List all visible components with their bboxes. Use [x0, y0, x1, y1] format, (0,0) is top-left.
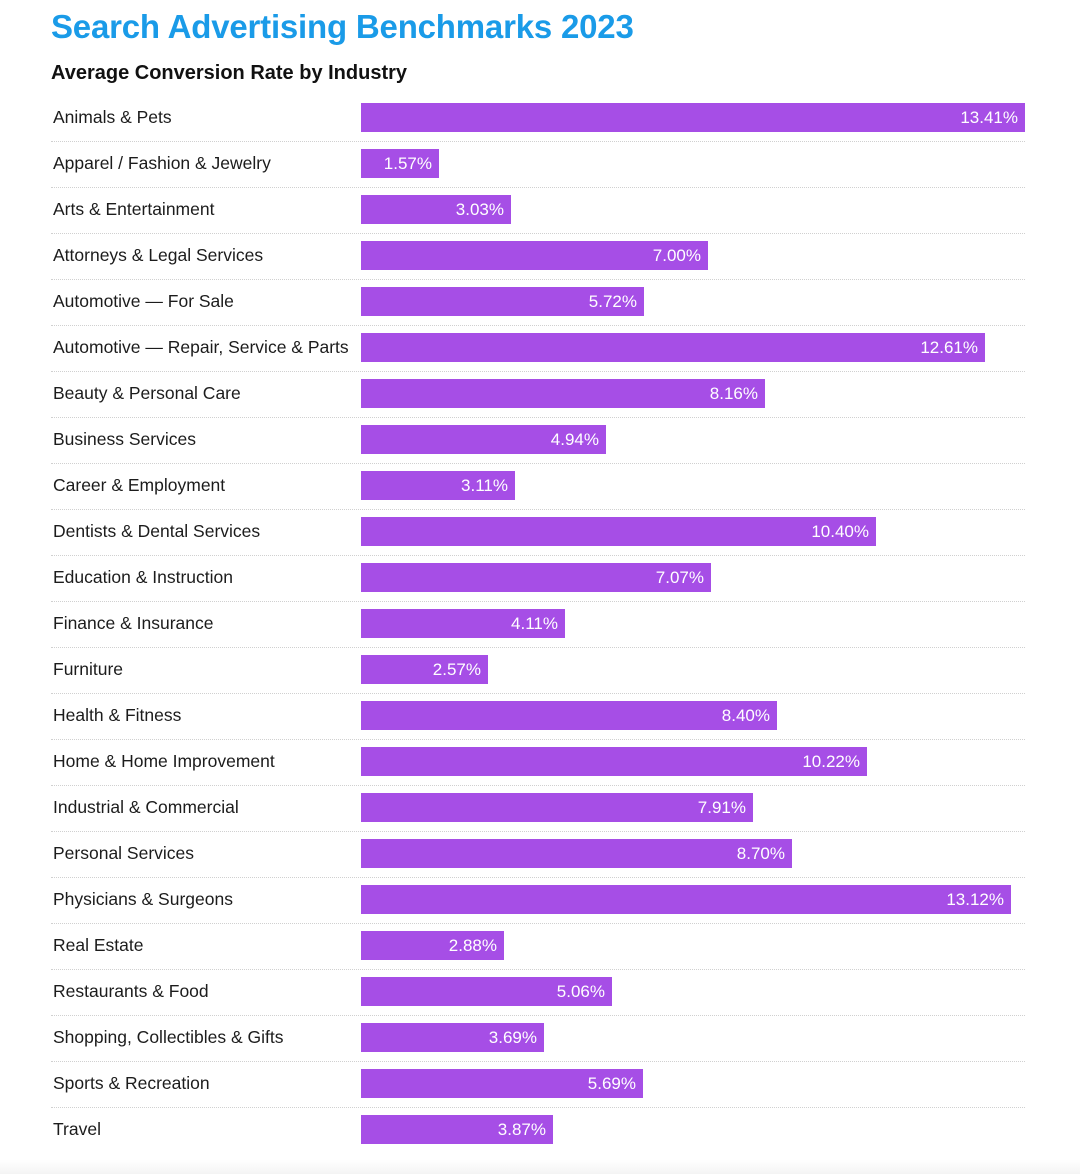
- chart-row: Travel 3.87%: [51, 1108, 1025, 1154]
- bar: 13.41%: [361, 103, 1025, 132]
- chart-row: Home & Home Improvement 10.22%: [51, 740, 1025, 786]
- chart-row: Education & Instruction 7.07%: [51, 556, 1025, 602]
- chart-row: Arts & Entertainment 3.03%: [51, 188, 1025, 234]
- bar-value-label: 8.16%: [709, 384, 758, 403]
- chart-row: Furniture 2.57%: [51, 648, 1025, 694]
- category-label: Personal Services: [53, 843, 195, 863]
- bar: 3.69%: [361, 1023, 544, 1052]
- chart-row: Dentists & Dental Services 10.40%: [51, 510, 1025, 556]
- bar: 13.12%: [361, 885, 1011, 914]
- chart-row: Business Services 4.94%: [51, 418, 1025, 464]
- bar-chart: Animals & Pets 13.41% Apparel / Fashion & …: [51, 96, 1025, 1154]
- bar-value-label: 4.94%: [550, 430, 599, 449]
- bar: 7.91%: [361, 793, 753, 822]
- bar-value-label: 2.57%: [432, 660, 481, 679]
- bar-value-label: 5.69%: [587, 1074, 636, 1093]
- bar: 3.87%: [361, 1115, 553, 1144]
- bar: 12.61%: [361, 333, 985, 362]
- category-label: Real Estate: [53, 935, 144, 955]
- category-label: Health & Fitness: [53, 705, 182, 725]
- category-label: Automotive — Repair, Service & Parts: [53, 337, 349, 357]
- bar-value-label: 4.11%: [511, 614, 558, 633]
- bar: 7.07%: [361, 563, 711, 592]
- bar: 5.69%: [361, 1069, 643, 1098]
- bottom-edge-shadow: [0, 1160, 1080, 1174]
- chart-row: Beauty & Personal Care 8.16%: [51, 372, 1025, 418]
- category-label: Furniture: [53, 659, 124, 679]
- category-label: Industrial & Commercial: [53, 797, 239, 817]
- bar-value-label: 1.57%: [383, 154, 432, 173]
- category-label: Career & Employment: [53, 475, 226, 495]
- bar: 5.72%: [361, 287, 644, 316]
- bar-value-label: 13.41%: [960, 108, 1018, 127]
- category-label: Animals & Pets: [53, 107, 172, 127]
- bar-value-label: 8.70%: [736, 844, 785, 863]
- bar: 10.40%: [361, 517, 876, 546]
- bar-value-label: 3.87%: [497, 1120, 546, 1139]
- bar-value-label: 2.88%: [448, 936, 497, 955]
- chart-row: Industrial & Commercial 7.91%: [51, 786, 1025, 832]
- bar-value-label: 10.40%: [811, 522, 869, 541]
- chart-subtitle: Average Conversion Rate by Industry: [51, 62, 408, 84]
- category-label: Arts & Entertainment: [53, 199, 215, 219]
- bar: 10.22%: [361, 747, 867, 776]
- chart-row: Apparel / Fashion & Jewelry 1.57%: [51, 142, 1025, 188]
- category-label: Restaurants & Food: [53, 981, 209, 1001]
- bar: 8.70%: [361, 839, 792, 868]
- chart-row: Restaurants & Food 5.06%: [51, 970, 1025, 1016]
- bar-value-label: 5.06%: [556, 982, 605, 1001]
- bar: 2.88%: [361, 931, 504, 960]
- bar: 3.03%: [361, 195, 511, 224]
- bar: 8.16%: [361, 379, 765, 408]
- category-label: Travel: [53, 1119, 101, 1139]
- bar: 5.06%: [361, 977, 612, 1006]
- chart-row: Health & Fitness 8.40%: [51, 694, 1025, 740]
- category-label: Beauty & Personal Care: [53, 383, 241, 403]
- bar: 4.11%: [361, 609, 565, 638]
- bar: 3.11%: [361, 471, 515, 500]
- bar-value-label: 5.72%: [588, 292, 637, 311]
- bar-value-label: 13.12%: [946, 890, 1004, 909]
- chart-row: Animals & Pets 13.41%: [51, 96, 1025, 142]
- bar: 1.57%: [361, 149, 439, 178]
- bar: 8.40%: [361, 701, 777, 730]
- chart-row: Automotive — Repair, Service & Parts 12.6…: [51, 326, 1025, 372]
- chart-row: Shopping, Collectibles & Gifts 3.69%: [51, 1016, 1025, 1062]
- chart-row: Attorneys & Legal Services 7.00%: [51, 234, 1025, 280]
- bar-value-label: 7.91%: [697, 798, 746, 817]
- bar-value-label: 12.61%: [920, 338, 978, 357]
- bar-value-label: 3.69%: [488, 1028, 537, 1047]
- category-label: Attorneys & Legal Services: [53, 245, 264, 265]
- category-label: Dentists & Dental Services: [53, 521, 261, 541]
- category-label: Home & Home Improvement: [53, 751, 275, 771]
- category-label: Shopping, Collectibles & Gifts: [53, 1027, 284, 1047]
- category-label: Automotive — For Sale: [53, 291, 234, 311]
- category-label: Education & Instruction: [53, 567, 233, 587]
- chart-row: Personal Services 8.70%: [51, 832, 1025, 878]
- category-label: Apparel / Fashion & Jewelry: [53, 153, 271, 173]
- bar-value-label: 10.22%: [802, 752, 860, 771]
- chart-title: Search Advertising Benchmarks 2023: [51, 8, 634, 45]
- bar: 7.00%: [361, 241, 708, 270]
- bar: 2.57%: [361, 655, 488, 684]
- chart-row: Sports & Recreation 5.69%: [51, 1062, 1025, 1108]
- bar-value-label: 8.40%: [721, 706, 770, 725]
- chart-row: Real Estate 2.88%: [51, 924, 1025, 970]
- bar-value-label: 3.11%: [461, 476, 508, 495]
- chart-row: Finance & Insurance 4.11%: [51, 602, 1025, 648]
- bar-value-label: 7.00%: [652, 246, 701, 265]
- chart-row: Physicians & Surgeons 13.12%: [51, 878, 1025, 924]
- chart-row: Automotive — For Sale 5.72%: [51, 280, 1025, 326]
- category-label: Sports & Recreation: [53, 1073, 210, 1093]
- bar-value-label: 7.07%: [655, 568, 704, 587]
- category-label: Finance & Insurance: [53, 613, 214, 633]
- chart-row: Career & Employment 3.11%: [51, 464, 1025, 510]
- category-label: Business Services: [53, 429, 196, 449]
- bar: 4.94%: [361, 425, 606, 454]
- bar-value-label: 3.03%: [455, 200, 504, 219]
- category-label: Physicians & Surgeons: [53, 889, 233, 909]
